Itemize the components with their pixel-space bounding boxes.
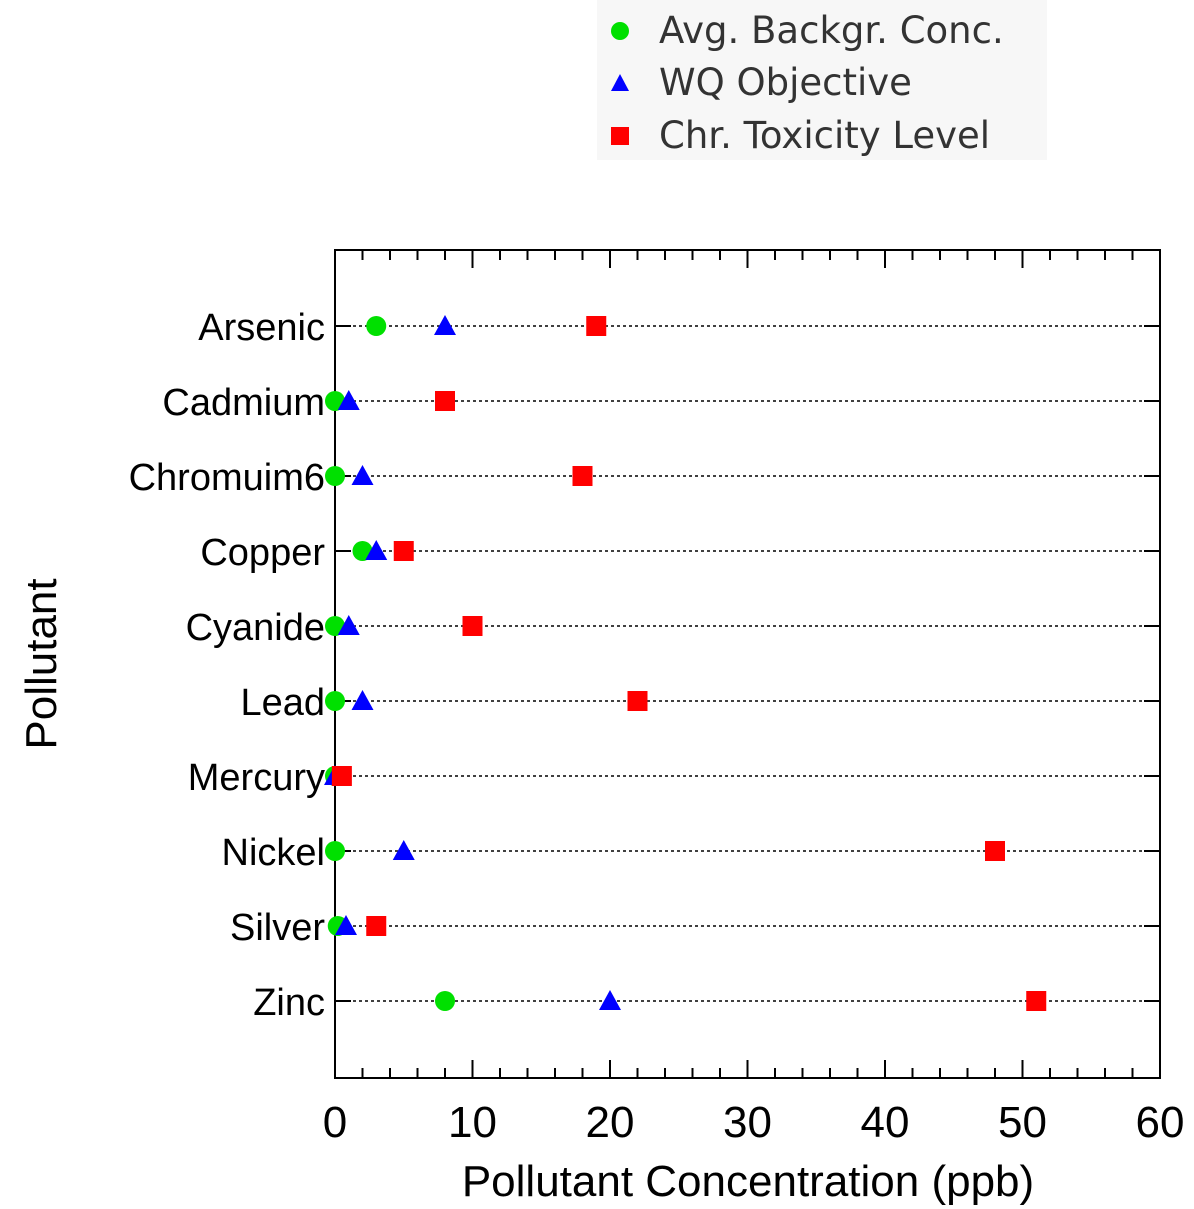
category-label: Cyanide bbox=[186, 607, 325, 649]
toxicity-level-point bbox=[393, 541, 414, 561]
x-tick-label: 10 bbox=[448, 1098, 497, 1147]
legend: Avg. Backgr. Conc. WQ Objective Chr. Tox… bbox=[597, 0, 1047, 160]
green-circle-icon bbox=[611, 22, 629, 40]
toxicity-level-point bbox=[572, 466, 593, 486]
x-tick-label: 40 bbox=[861, 1098, 910, 1147]
x-tick-label: 60 bbox=[1136, 1098, 1185, 1147]
category-label: Silver bbox=[230, 907, 325, 949]
toxicity-level-point bbox=[985, 841, 1005, 861]
category-label: Arsenic bbox=[198, 307, 325, 349]
legend-item-chr-toxicity: Chr. Toxicity Level bbox=[597, 110, 1047, 160]
toxicity-level-point bbox=[331, 766, 352, 786]
red-square-icon bbox=[611, 127, 629, 145]
wq-objective-point bbox=[337, 390, 360, 410]
x-tick-labels: 0 10 20 30 40 50 60 bbox=[323, 1098, 1185, 1147]
category-label: Copper bbox=[200, 532, 325, 574]
x-tick-label: 20 bbox=[586, 1098, 635, 1147]
x-tick-label: 30 bbox=[723, 1098, 772, 1147]
wq-objective-point bbox=[434, 315, 456, 335]
wq-objective-point bbox=[392, 840, 415, 860]
category-label: Zinc bbox=[253, 982, 325, 1024]
x-axis-label: Pollutant Concentration (ppb) bbox=[462, 1157, 1034, 1206]
category-label: Cadmium bbox=[162, 382, 325, 424]
x-tick-label: 50 bbox=[998, 1098, 1047, 1147]
wq-objective-point bbox=[365, 540, 388, 560]
wq-objective-point bbox=[335, 915, 357, 935]
grid-lines bbox=[335, 325, 1160, 1002]
toxicity-level-point bbox=[435, 391, 455, 411]
toxicity-level-point bbox=[462, 616, 483, 636]
category-label: Lead bbox=[240, 682, 325, 724]
y-tick-labels: Arsenic Cadmium Chromuim6 Copper Cyanide Lead… bbox=[129, 307, 326, 1024]
avg-background-point bbox=[325, 691, 345, 711]
legend-item-avg-background: Avg. Backgr. Conc. bbox=[597, 5, 1047, 55]
toxicity-level-point bbox=[627, 691, 648, 711]
legend-item-wq-objective: WQ Objective bbox=[597, 57, 1047, 107]
wq-objective-point bbox=[599, 990, 621, 1010]
y-axis-label: Pollutant bbox=[17, 578, 66, 749]
avg-background-point bbox=[325, 466, 345, 486]
category-label: Nickel bbox=[222, 832, 325, 874]
toxicity-level-point bbox=[366, 916, 387, 936]
axis-ticks bbox=[334, 250, 1161, 1078]
legend-label: Avg. Backgr. Conc. bbox=[659, 9, 1004, 52]
category-label: Chromuim6 bbox=[129, 457, 325, 499]
data-markers bbox=[324, 315, 1047, 1011]
toxicity-level-point bbox=[586, 316, 607, 336]
wq-objective-point bbox=[337, 615, 360, 635]
wq-objective-point bbox=[351, 465, 374, 485]
category-label: Mercury bbox=[188, 757, 325, 799]
avg-background-point bbox=[366, 316, 387, 336]
legend-label: Chr. Toxicity Level bbox=[659, 114, 991, 157]
toxicity-level-point bbox=[1026, 991, 1047, 1011]
plot-frame bbox=[334, 249, 1161, 1079]
x-tick-label: 0 bbox=[323, 1098, 347, 1147]
avg-background-point bbox=[435, 991, 455, 1011]
wq-objective-point bbox=[351, 690, 374, 710]
avg-background-point bbox=[325, 841, 345, 861]
blue-triangle-icon bbox=[611, 74, 629, 91]
legend-label: WQ Objective bbox=[659, 61, 912, 104]
